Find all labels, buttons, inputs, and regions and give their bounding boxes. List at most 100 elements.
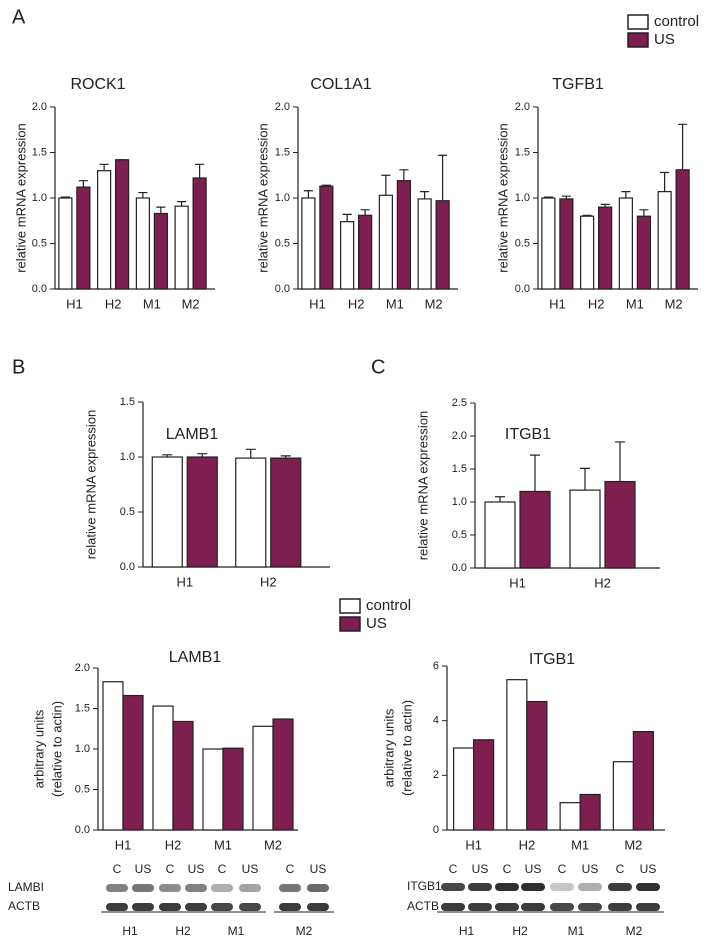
bar xyxy=(453,747,475,831)
y-axis-label: relative mRNA expression xyxy=(495,123,510,273)
y-tick-label: 2.0 xyxy=(515,101,530,113)
blot-band xyxy=(495,903,519,911)
blot-band xyxy=(185,903,207,911)
y-axis-label: arbitrary units xyxy=(31,709,46,788)
blot-band xyxy=(608,883,632,891)
error-bar xyxy=(495,496,505,502)
bar xyxy=(135,197,150,290)
error-bar xyxy=(78,180,88,188)
group-label: H1 xyxy=(459,924,475,938)
y-axis-label: arbitrary units xyxy=(381,708,396,787)
bar xyxy=(484,501,516,569)
blot-band xyxy=(441,903,465,911)
lane-label: C xyxy=(286,862,295,876)
error-bar xyxy=(360,209,370,216)
blot-band xyxy=(578,903,602,911)
error-bar xyxy=(660,171,670,192)
blot-row-label: LAMBI xyxy=(8,880,44,894)
lane-label: US xyxy=(135,862,152,876)
error-bar xyxy=(195,163,205,178)
y-tick-label: 1.5 xyxy=(120,396,135,408)
y-tick-label: 0.5 xyxy=(515,237,530,249)
y-axis-label: relative mRNA expression xyxy=(83,410,98,560)
panel-label: C xyxy=(371,356,385,378)
y-tick-label: 2.0 xyxy=(275,101,290,113)
x-tick-label: M2 xyxy=(264,837,282,852)
x-tick-label: H2 xyxy=(594,575,611,590)
bar xyxy=(222,747,244,831)
x-tick-label: M1 xyxy=(386,296,404,311)
x-tick-label: M2 xyxy=(182,296,200,311)
blot-band xyxy=(468,903,492,911)
bar xyxy=(569,489,601,569)
legend-swatch xyxy=(627,32,649,48)
lane-label: C xyxy=(113,862,122,876)
lane-label: C xyxy=(503,862,512,876)
bar xyxy=(235,457,267,568)
lane-label: US xyxy=(525,862,542,876)
bar xyxy=(526,700,548,831)
error-bar xyxy=(420,191,430,199)
x-tick-label: H2 xyxy=(519,837,536,852)
legend-swatch xyxy=(339,616,361,632)
bar xyxy=(301,197,316,290)
blot-row-label: ACTB xyxy=(8,899,40,913)
blot-band xyxy=(159,903,181,911)
y-tick-label: 0.0 xyxy=(275,283,290,295)
y-tick-label: 0 xyxy=(433,824,439,836)
legend-label: control xyxy=(366,597,411,614)
x-tick-label: H2 xyxy=(588,296,605,311)
chart-title: ITGB1 xyxy=(529,651,575,668)
blot-band xyxy=(211,903,233,911)
blot-band xyxy=(239,903,261,911)
y-axis-label: relative mRNA expression xyxy=(415,411,430,561)
x-tick-label: H2 xyxy=(260,574,277,589)
bar xyxy=(319,185,334,290)
y-axis-label: (relative to actin) xyxy=(49,701,64,797)
y-tick-label: 4 xyxy=(433,715,439,727)
chart-title: LAMB1 xyxy=(169,649,222,666)
blot-band xyxy=(279,903,301,911)
bar xyxy=(97,170,112,290)
error-bar xyxy=(156,206,166,214)
x-tick-label: M1 xyxy=(214,837,232,852)
bar xyxy=(559,198,574,290)
panel-label: B xyxy=(12,356,25,378)
group-label: H2 xyxy=(175,924,191,938)
panel-label: A xyxy=(12,6,26,28)
error-bar xyxy=(399,169,409,181)
x-tick-label: M2 xyxy=(425,296,443,311)
blot-row-label: ACTB xyxy=(407,899,439,913)
error-bar xyxy=(381,174,391,196)
error-bar xyxy=(438,154,448,201)
x-tick-label: M1 xyxy=(571,837,589,852)
bar xyxy=(559,802,581,831)
y-tick-label: 0.0 xyxy=(75,824,90,836)
y-tick-label: 0.0 xyxy=(32,283,47,295)
error-bar xyxy=(580,467,590,491)
bar xyxy=(675,169,690,290)
lane-label: US xyxy=(310,862,327,876)
blot-band xyxy=(550,903,574,911)
legend-label: control xyxy=(654,13,699,30)
bar xyxy=(636,215,651,290)
bar xyxy=(435,200,450,290)
blot-band xyxy=(307,884,329,892)
lane-label: US xyxy=(582,862,599,876)
bar xyxy=(192,177,207,290)
y-tick-label: 1.0 xyxy=(275,192,290,204)
y-tick-label: 0.0 xyxy=(515,283,530,295)
bar xyxy=(618,197,633,290)
x-tick-label: H1 xyxy=(509,575,526,590)
y-tick-label: 6 xyxy=(433,660,439,672)
x-tick-label: H1 xyxy=(549,296,566,311)
y-axis-label: relative mRNA expression xyxy=(255,123,270,273)
blot-band xyxy=(578,883,602,891)
bar xyxy=(378,194,393,290)
error-bar xyxy=(639,209,649,217)
error-bar xyxy=(99,163,109,171)
y-tick-label: 2 xyxy=(433,769,439,781)
x-tick-label: M1 xyxy=(143,296,161,311)
x-tick-label: H1 xyxy=(66,296,83,311)
